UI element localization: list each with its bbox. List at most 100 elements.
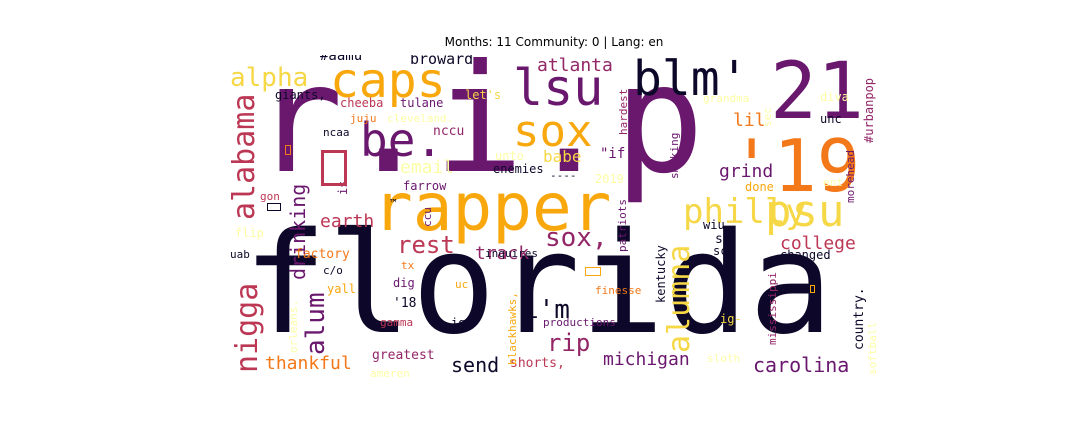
word-michigan: michigan [603, 349, 690, 370]
word-ncaa: ncaa [323, 126, 350, 139]
word-sox: sox [513, 106, 593, 157]
word-drinking: drinking [286, 183, 310, 280]
word-farrow: farrow [403, 179, 447, 193]
word-if: "if [600, 146, 626, 162]
word-lsu: lsu [513, 59, 604, 117]
word-softball: softball [866, 322, 879, 375]
word-earth: earth [320, 211, 375, 232]
word-ent: ent [823, 176, 843, 189]
word-broward: broward [410, 55, 474, 68]
word-nccu: nccu [433, 124, 465, 139]
word-hardest: hardest [617, 88, 630, 135]
word-uab: uab [230, 248, 250, 261]
word-giants: giants, [275, 88, 326, 102]
word-mississippi: mississippi [766, 272, 779, 345]
word-sc-colon: sc: [715, 232, 739, 247]
word-nigga: nigga [230, 282, 265, 373]
glyph-box-pair-2 [585, 267, 601, 276]
word-tulane: tulane [400, 96, 444, 110]
word-cloud: florida r.i.p rapper blm' 21 '19 caps ls… [225, 55, 880, 380]
word-country: country. [852, 287, 867, 350]
word-19: '19 [730, 124, 861, 208]
word-alumna: alumna [662, 244, 697, 353]
word-greatest: greatest [372, 348, 435, 363]
word-18: '18 [393, 296, 417, 311]
word-rest: rest [397, 231, 455, 259]
word-track: track [475, 243, 530, 264]
word-juju: juju [350, 112, 377, 125]
word-sloth: sloth [707, 352, 741, 365]
word-lil: lil [733, 110, 766, 131]
word-unc: unc [820, 112, 842, 126]
word-rip: rip [547, 329, 591, 357]
word-2019: 2019 [595, 172, 624, 186]
word-productions: productions [543, 316, 616, 329]
word-rapper: rapper [373, 169, 612, 246]
word-21: 21 [770, 55, 864, 137]
word-yall: yall [327, 282, 356, 296]
word-alabama: alabama [227, 93, 262, 220]
word-ccu: ccu [421, 207, 434, 227]
word-diva: diva [820, 90, 849, 104]
word-patriots: patriots [616, 199, 629, 252]
figure-title: Months: 11 Community: 0 | Lang: en [444, 35, 664, 49]
word-carolina: carolina [753, 353, 850, 377]
word-unto: unto [495, 149, 524, 163]
word-tm: ™ [390, 197, 397, 210]
word-shorts: shorts, [510, 356, 565, 371]
word-ig-dash: ig- [720, 312, 742, 326]
word-atlanta: atlanta [537, 55, 613, 76]
word-dashes: ---- [550, 169, 577, 182]
word-alpha: alpha [230, 63, 309, 93]
word-philly: philly [683, 192, 806, 232]
word-sc-dash: sc- [713, 244, 735, 258]
word-c-o: c/o [323, 264, 343, 277]
word-blackhawks: blackhawks, [506, 292, 519, 365]
glyph-box-pair [267, 203, 281, 211]
word-urbanpop: #urbanpop [862, 77, 876, 143]
word-done: done [745, 180, 774, 194]
word-send: send [451, 353, 500, 377]
glyph-box-small [285, 145, 291, 155]
word-grind: grind [719, 161, 774, 182]
word-cheeba: cheeba [340, 96, 384, 110]
word-gon: gon [260, 190, 280, 203]
word-orleans: orleans. [287, 300, 300, 353]
word-smoking: smoking [668, 132, 681, 179]
word-kentucky: kentucky [654, 245, 668, 303]
word-caps: caps [330, 55, 446, 109]
word-alum: alum [301, 292, 331, 355]
word-blm: blm' [633, 55, 749, 107]
word-babe: babe [543, 147, 582, 166]
word-cleveland: cleveland. [387, 112, 454, 125]
word-dig: dig [393, 276, 415, 290]
word-im: i'm [523, 295, 570, 325]
word-rip-dots: r.i.p [253, 55, 705, 207]
word-wiu: wiu [703, 218, 725, 232]
word-enemies: enemies [493, 162, 544, 176]
glyph-box-large [321, 150, 347, 186]
word-florida: florida [243, 203, 834, 366]
word-aamu: #aamu [320, 55, 363, 64]
word-lets: let's [465, 88, 502, 102]
word-uc: uc [455, 278, 469, 291]
word-inquires: inquires [485, 247, 538, 260]
word-factory: factory [295, 247, 350, 262]
word-thankful: thankful [265, 353, 352, 374]
word-grandma: grandma [703, 92, 750, 105]
word-changed: changed [780, 248, 831, 262]
word-gamma: gamma [380, 316, 414, 329]
word-flip: flip [235, 226, 264, 240]
word-ameren: ameren [370, 367, 410, 380]
word-psu: psu [765, 186, 845, 237]
word-sox-comma: sox, [545, 223, 608, 253]
word-tx: tx [401, 259, 415, 272]
word-morehead: morehead [844, 150, 857, 203]
word-be: be. [360, 113, 444, 167]
word-finesse: finesse [595, 284, 642, 297]
word-sec: sec [761, 107, 774, 127]
word-ig-semi: ig; [451, 316, 473, 330]
word-college: college [780, 233, 856, 254]
word-email: email [400, 157, 455, 178]
